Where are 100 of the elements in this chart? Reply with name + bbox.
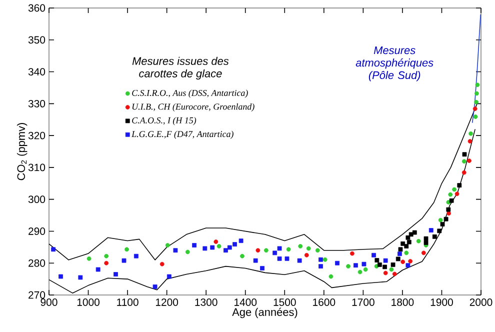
point	[444, 216, 448, 222]
point	[210, 245, 215, 250]
point	[446, 211, 451, 216]
point	[134, 254, 138, 258]
x-tick-label: 900	[40, 298, 58, 306]
x-tick-label: 1700	[352, 298, 374, 306]
point	[104, 254, 109, 258]
x-tick-label: 1300	[195, 298, 218, 306]
point	[377, 262, 382, 267]
point	[404, 250, 409, 256]
point	[272, 250, 278, 256]
point	[400, 260, 406, 264]
point	[216, 244, 222, 248]
point	[474, 91, 479, 96]
point	[318, 257, 323, 262]
y-tick-label: 350	[28, 36, 46, 44]
point	[467, 158, 472, 163]
point	[346, 264, 350, 268]
point	[446, 207, 451, 212]
point	[298, 244, 303, 248]
point	[468, 139, 472, 144]
point	[315, 248, 320, 253]
point	[398, 252, 402, 256]
x-tick-label: 1900	[430, 298, 453, 306]
point	[253, 258, 258, 263]
y-tick-label: 340	[28, 68, 46, 76]
legend-title: Mesures issues des carottes de glace	[132, 56, 229, 80]
point	[383, 258, 388, 263]
line-series	[472, 14, 482, 124]
point	[328, 274, 334, 279]
point	[362, 262, 366, 266]
point	[437, 228, 442, 234]
point	[122, 258, 126, 263]
legend-label: C.S.I.R.O., Aus (DSS, Antartica)	[132, 90, 248, 98]
legend-label: L.G.G.E.,F (D47, Antartica)	[132, 130, 234, 139]
point	[428, 228, 434, 232]
point	[424, 236, 428, 241]
point	[96, 267, 100, 272]
point	[152, 284, 158, 289]
point	[264, 248, 268, 253]
point	[406, 240, 412, 244]
point	[474, 100, 478, 104]
point	[78, 275, 83, 280]
point	[335, 260, 340, 266]
x-tick-label: 1400	[234, 298, 257, 306]
point	[372, 252, 376, 258]
point	[472, 106, 478, 111]
point	[432, 234, 437, 239]
point	[390, 262, 396, 267]
point	[404, 244, 409, 248]
point	[124, 247, 129, 252]
point	[438, 218, 443, 222]
point	[240, 254, 244, 258]
point	[462, 170, 466, 175]
point	[396, 256, 400, 262]
point	[440, 222, 445, 226]
point	[297, 258, 302, 263]
x-axis-title: Age (années)	[232, 308, 298, 318]
point	[260, 266, 264, 270]
legend-label: C.A.O.S., I (H 15)	[132, 117, 196, 126]
x-tick-label: 1000	[77, 298, 100, 306]
point	[457, 183, 462, 188]
point	[408, 232, 414, 237]
annotation: Mesures atmosphériques (Pôle Sud)	[356, 46, 434, 82]
x-tick-label: 1200	[156, 298, 178, 306]
point	[424, 240, 428, 245]
point	[232, 242, 237, 246]
y-tick-label: 360	[28, 4, 46, 12]
x-tick-label: 1100	[117, 298, 138, 306]
point	[318, 264, 323, 268]
point	[286, 247, 291, 252]
point	[160, 262, 164, 266]
point	[192, 243, 197, 248]
point	[475, 82, 480, 88]
point	[114, 272, 118, 276]
point	[358, 270, 362, 274]
point	[363, 267, 368, 272]
point	[238, 238, 244, 243]
point	[392, 272, 397, 276]
point	[382, 264, 387, 270]
x-tick-label: 1800	[392, 298, 414, 306]
x-tick-label: 1600	[313, 298, 336, 306]
y-tick-label: 280	[28, 259, 46, 267]
point	[322, 257, 328, 262]
point	[166, 274, 172, 279]
point	[383, 270, 388, 276]
point	[224, 248, 228, 253]
point	[412, 230, 417, 235]
point	[421, 250, 426, 256]
point	[214, 240, 218, 244]
point	[304, 252, 309, 258]
x-tick-label: 2000	[470, 298, 492, 306]
point	[406, 263, 410, 268]
point	[284, 256, 290, 261]
point	[462, 152, 467, 157]
point	[86, 256, 92, 261]
point	[462, 159, 466, 164]
y-tick-label: 290	[28, 228, 46, 235]
point	[448, 192, 453, 197]
point	[400, 241, 406, 246]
